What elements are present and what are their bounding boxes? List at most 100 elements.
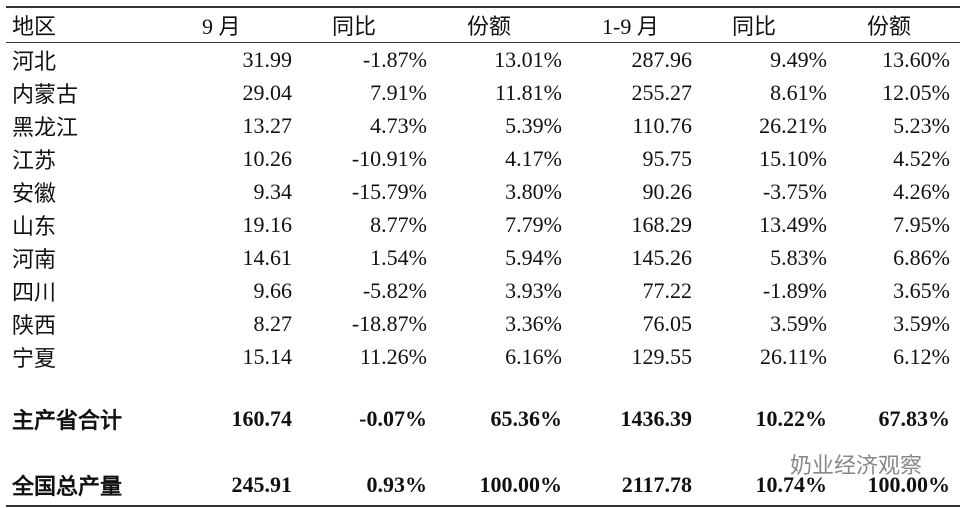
cell: 90.26 [642,178,693,204]
cell: -1.87% [362,46,427,72]
spacer-row [6,373,960,399]
total-row: 主产省合计 160.74 -0.07% 65.36% 1436.39 10.22% 67.8… [6,399,960,439]
empty-cell [6,373,172,399]
row-label: 四川 [12,279,57,305]
row-label: 宁夏 [12,345,57,371]
cell: 10.74% [702,465,837,507]
cell: 19.16 [242,211,293,237]
row-label: 主产省合计 [12,408,123,433]
data-row: 陕西 8.27 -18.87% 3.36% 76.05 3.59% 3.59% [6,307,960,340]
cell: 13.01% [494,46,562,72]
empty-cell [572,373,702,399]
cell: 11.81% [494,79,562,105]
cell: -3.75% [762,178,827,204]
cell: 11.26% [359,343,427,369]
data-row: 四川 9.66 -5.82% 3.93% 77.22 -1.89% 3.65% [6,274,960,307]
watermark: 奶业经济观察 [790,454,923,479]
row-label: 河南 [12,246,57,272]
cell: 3.65% [893,277,950,303]
row-label: 河北 [12,48,57,74]
cell: 6.12% [893,343,950,369]
row-label: 陕西 [12,312,57,338]
data-row: 黑龙江 13.27 4.73% 5.39% 110.76 26.21% 5.23% [6,109,960,142]
empty-cell [572,439,702,465]
cell: 100.00% [837,465,960,507]
cell: 8.61% [770,79,827,105]
header-row: 地区 9 月同比 份额 1-9 月同比 份额 [6,6,960,43]
row-label: 全国总产量 [6,465,172,507]
cell: 245.91 [172,465,302,507]
cell: 3.59% [770,310,827,336]
cell: 13.49% [759,211,827,237]
cell: -15.79% [351,178,427,204]
empty-cell [437,373,572,399]
cell: 76.05 [642,310,693,336]
total-row: 全国总产量 245.91 0.93% 100.00% 2117.78 10.74% 100.… [6,465,960,507]
data-row: 河北 31.99 -1.87% 13.01% 287.96 9.49% 13.60% [6,43,960,77]
data-row: 河南 14.61 1.54% 5.94% 145.26 5.83% 6.86% [6,241,960,274]
cell: 100.00% [437,465,572,507]
cell: 7.95% [893,211,950,237]
cell: 29.04 [242,79,293,105]
row-label: 江苏 [12,147,57,173]
cell: 168.29 [631,211,693,237]
cell: 3.80% [505,178,562,204]
cell: 3.36% [505,310,562,336]
cell: 255.27 [631,79,693,105]
cell: -0.07% [359,406,427,431]
cell: 8.77% [370,211,427,237]
cell: 67.83% [878,406,951,431]
data-row: 江苏 10.26 -10.91% 4.17% 95.75 15.10% 4.52% [6,142,960,175]
cell: 3.93% [505,277,562,303]
cell: -18.87% [351,310,427,336]
cell: 4.17% [505,145,562,171]
cell: 15.10% [759,145,827,171]
table-body: 地区 9 月同比 份额 1-9 月同比 份额 河北 31.99 -1.87% 13.01% 287… [6,6,960,507]
cell: 5.23% [893,112,950,138]
cell: 5.39% [505,112,562,138]
cell: 77.22 [642,277,693,303]
cell: 9.66 [253,277,293,303]
cell: 9.49% [770,46,827,72]
cell: 14.61 [242,244,293,270]
cell: -5.82% [362,277,427,303]
cell: 3.59% [893,310,950,336]
empty-cell [437,439,572,465]
cell: 65.36% [490,406,563,431]
data-row: 宁夏 15.14 11.26% 6.16% 129.55 26.11% 6.12% [6,340,960,373]
cell: 同比 [702,6,837,43]
data-row: 山东 19.16 8.77% 7.79% 168.29 13.49% 7.95% [6,208,960,241]
cell: 10.26 [242,145,293,171]
cell: 份额 [837,6,960,43]
cell: 9 月 [172,6,302,43]
cell: 12.05% [882,79,950,105]
cell: -10.91% [351,145,427,171]
cell: 13.27 [242,112,293,138]
row-label: 内蒙古 [12,81,79,107]
data-row: 内蒙古 29.04 7.91% 11.81% 255.27 8.61% 12.05% [6,76,960,109]
cell: 6.16% [505,343,562,369]
empty-cell [302,439,437,465]
cell: 110.76 [632,112,692,138]
cell: 2117.78 [572,465,702,507]
cell: 15.14 [242,343,293,369]
cell: 9.34 [253,178,293,204]
cell: 10.22% [755,406,828,431]
empty-cell [172,373,302,399]
row-label: 山东 [12,213,57,239]
cell: 31.99 [242,46,293,72]
cell: 95.75 [642,145,693,171]
cell: 份额 [437,6,572,43]
cell: 8.27 [253,310,293,336]
empty-cell [837,373,960,399]
empty-cell [172,439,302,465]
cell: 4.52% [893,145,950,171]
cell: 6.86% [893,244,950,270]
cell: 26.21% [759,112,827,138]
empty-cell [702,373,837,399]
cell: 1.54% [370,244,427,270]
cell: 160.74 [231,406,293,431]
cell: 1-9 月 [572,6,702,43]
empty-cell [302,373,437,399]
